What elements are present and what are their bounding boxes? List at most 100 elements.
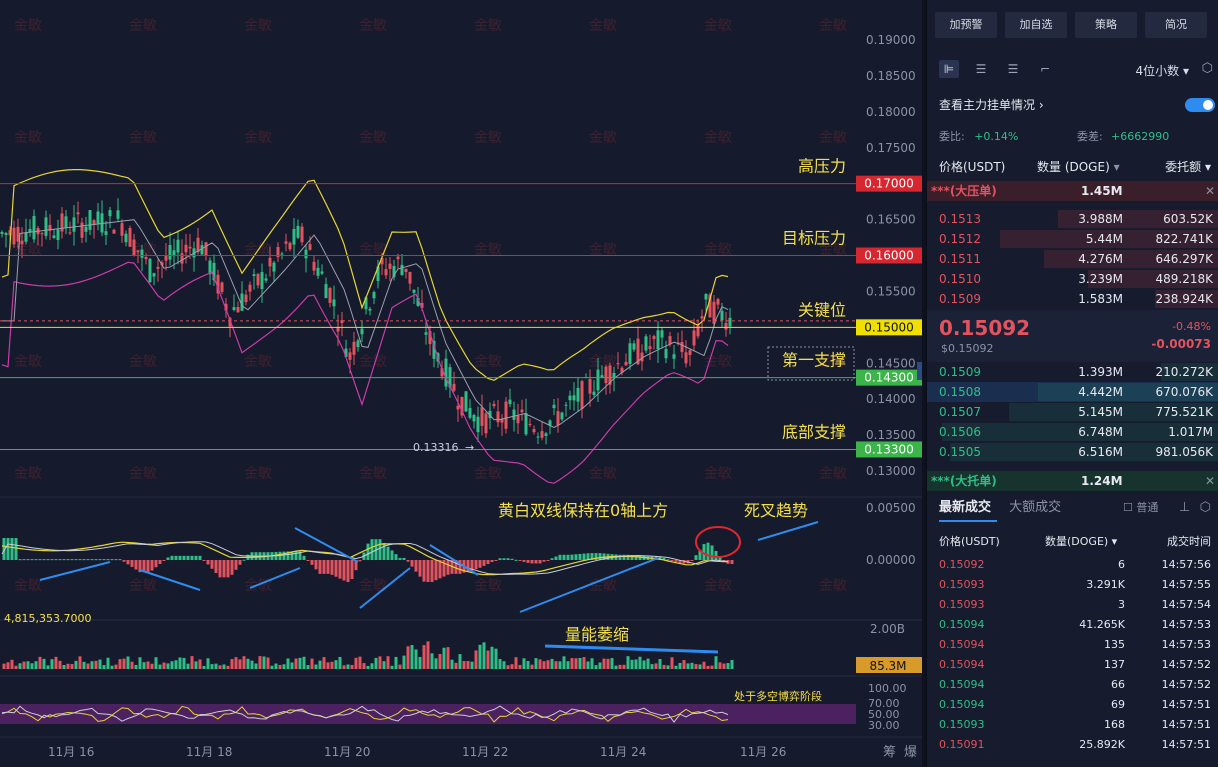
candle-body [524,412,528,435]
candle-body [308,244,312,250]
level-price: 0.16000 [864,249,914,263]
volume-bar [710,665,714,669]
trade-price: 0.15094 [939,658,985,671]
volume-bar [630,659,634,669]
watermark: 金敏 [704,354,732,370]
both-sides-icon[interactable]: ⊫ [939,60,959,78]
candle-body [620,367,624,373]
volume-bar [518,664,522,669]
candle-body [292,228,296,245]
alert-button[interactable]: 加预警 [935,12,997,38]
macd-bar [114,559,118,561]
ask-row[interactable]: 0.1512 5.44M 822.741K [927,229,1218,249]
panel-divider[interactable] [922,0,926,767]
volume-bar [10,659,14,669]
volume-bar [642,660,646,669]
depth-bar [1008,403,1218,421]
macd-bar [50,559,54,561]
watermark: 金敏 [819,18,847,34]
macd-bar [466,560,470,572]
settings-icon[interactable]: ⬡ [1199,500,1211,515]
macd-bar [218,560,222,578]
volume-bar [206,658,210,669]
candle-body [344,348,348,357]
macd-bar [94,559,98,561]
volume-bar [634,659,638,669]
candle-body [416,298,420,306]
kline-chart[interactable]: 金敏 金敏 金敏 金敏 金敏 金敏 金敏 金敏 金敏 金敏 金敏 金敏 金敏 金敏 金敏 金敏 金敏 金敏 金敏 金敏… [0,0,922,767]
tab-large-trades[interactable]: 大额成交 [1009,500,1062,515]
bid-row[interactable]: 0.1509 1.393M 210.272K [927,362,1218,382]
volume-bar [530,664,534,669]
macd-bar [430,560,434,582]
volume-bar [122,658,126,669]
volume-bar [386,656,390,669]
candle-body [716,299,720,305]
macd-bar [282,551,286,560]
filter-icon[interactable]: ⊥ [1179,500,1191,515]
ask-row-total: 646.297K [1155,252,1214,266]
candle-body [356,340,360,348]
volume-bar [442,647,446,669]
level-label: 第一支撑 [782,351,846,370]
normal-checkbox[interactable]: ☐ 普通 [1123,501,1159,514]
volume-bar [486,650,490,669]
volume-bar [730,659,734,669]
watchlist-button[interactable]: 加自选 [1005,12,1067,38]
watermark: 金敏 [359,354,387,370]
bids-only-icon[interactable]: ☰ [975,62,987,76]
macd-note: 黄白双线保持在0轴上方 [498,501,668,520]
main-orders-toggle[interactable] [1185,98,1215,112]
change-pct: -0.48% [1172,320,1211,333]
depth-bar [950,443,1218,461]
decimal-select[interactable]: 4位小数 ▾ [1136,62,1190,79]
volume-bar [162,662,166,669]
col-total[interactable]: 委托额 ▾ [1165,157,1211,177]
main-orders-row[interactable]: 查看主力挂单情况 › [939,95,1211,115]
macd-bar [198,555,202,560]
depth-bar [1043,250,1218,268]
volume-bar [606,658,610,669]
macd-bar [78,559,82,561]
macd-bar [502,558,506,560]
macd-bar [350,560,354,579]
ask-row[interactable]: 0.1513 3.988M 603.52K [927,209,1218,229]
candle-body [728,317,732,327]
ask-row[interactable]: 0.1510 3.239M 489.218K [927,269,1218,289]
bid-row[interactable]: 0.1506 6.748M 1.017M [927,422,1218,442]
candle-body [444,358,448,387]
candle-body [268,257,272,267]
macd-bar [322,560,326,574]
bid-row-qty: 6.748M [1078,425,1123,439]
close-icon[interactable]: ✕ [1204,474,1215,488]
candle-body [92,220,96,225]
strategy-button[interactable]: 策略 [1075,12,1137,38]
asks-only-icon[interactable]: ☰ [1007,62,1019,76]
volume-bar [638,656,642,669]
tab-latest-trades[interactable]: 最新成交 [939,500,992,515]
volume-bar [466,661,470,669]
candle-body [104,231,108,235]
settings-icon[interactable]: ⬡ [1201,61,1213,76]
volume-bar [594,665,598,669]
watermark: 金敏 [129,578,157,594]
col-qty[interactable]: 数量 (DOGE) ▾ [1037,157,1120,177]
overview-button[interactable]: 简况 [1145,12,1207,38]
watermark: 金敏 [244,466,272,482]
bid-row[interactable]: 0.1505 6.516M 981.056K [927,442,1218,462]
close-icon[interactable]: ✕ [1204,184,1215,198]
depth-mode-icon[interactable]: ⌐ [1039,62,1051,76]
ask-row[interactable]: 0.1511 4.276M 646.297K [927,249,1218,269]
t-col-qty[interactable]: 数量(DOGE) ▾ [1045,535,1118,548]
trade-row: 0.15093 3.291K 14:57:55 [939,575,1211,595]
volume-bar [318,660,322,669]
bid-row[interactable]: 0.1508 4.442M 670.076K [927,382,1218,402]
candle-body [476,416,480,433]
macd-bar [174,555,178,560]
macd-bar [306,560,310,561]
ask-row[interactable]: 0.1509 1.583M 238.924K [927,289,1218,309]
bid-row[interactable]: 0.1507 5.145M 775.521K [927,402,1218,422]
volume-bar [262,656,266,669]
volume-bar [670,657,674,669]
